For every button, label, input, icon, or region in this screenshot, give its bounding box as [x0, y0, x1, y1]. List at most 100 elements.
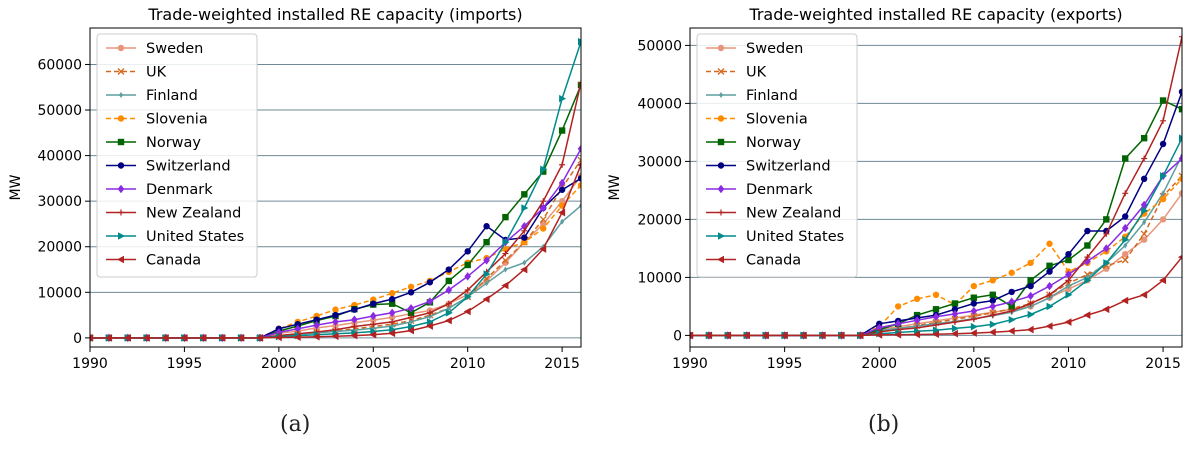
data-point — [1065, 277, 1072, 284]
data-point — [913, 316, 921, 325]
data-point — [969, 329, 977, 337]
data-point — [558, 197, 566, 205]
data-point — [521, 234, 528, 241]
data-point — [1008, 315, 1016, 324]
data-point — [313, 316, 320, 323]
data-point — [558, 127, 566, 134]
data-point — [856, 331, 864, 340]
legend-entry-sweden: Sweden — [106, 41, 203, 57]
data-point — [989, 302, 997, 311]
legend-entry-united-states: United States — [106, 229, 244, 245]
data-point — [951, 309, 959, 319]
data-point — [104, 334, 112, 342]
data-point — [369, 330, 377, 339]
data-point — [577, 182, 581, 189]
data-point — [1140, 230, 1148, 238]
data-point — [539, 203, 547, 213]
data-point — [1140, 291, 1148, 299]
legend-entry-denmark: Denmark — [706, 182, 813, 198]
data-point — [950, 329, 958, 338]
data-point — [426, 297, 434, 306]
x-tick-label: 1990 — [72, 356, 108, 372]
data-point — [332, 311, 339, 319]
data-point — [989, 320, 997, 329]
data-point — [483, 238, 490, 246]
data-point — [1179, 33, 1182, 40]
legend-marker — [117, 138, 125, 146]
data-point — [1027, 277, 1034, 284]
data-point — [742, 331, 750, 340]
data-point — [1142, 219, 1147, 226]
x-tick-label: 2000 — [261, 356, 297, 372]
data-point — [294, 324, 302, 333]
data-point — [1026, 325, 1034, 334]
data-point — [540, 225, 547, 232]
legend: Sweden UK Finland Slovenia Norway Switzerland… — [696, 33, 858, 278]
chart-panel-1: 1990 1995 2000 2005 2010 2015 0 10000 20000 30000… — [8, 5, 582, 372]
data-point — [913, 295, 921, 303]
data-point — [351, 323, 358, 330]
data-point — [1123, 242, 1128, 249]
legend-entry-uk: UK — [106, 65, 167, 81]
data-point — [389, 318, 396, 325]
data-point — [1065, 270, 1072, 279]
chart-title: Trade-weighted installed RE capacity (ex… — [748, 5, 1122, 24]
data-point — [1159, 216, 1167, 223]
y-tick-label: 10000 — [637, 270, 682, 286]
legend-label: Canada — [746, 253, 801, 269]
legend-entry-slovenia: Slovenia — [706, 112, 808, 128]
data-point — [274, 333, 282, 342]
data-point — [1102, 305, 1110, 314]
data-point — [501, 281, 509, 290]
legend-entry-new-zealand: New Zealand — [706, 206, 841, 222]
data-point — [1122, 213, 1129, 220]
data-point — [540, 165, 548, 174]
data-point — [970, 300, 978, 307]
data-point — [1046, 262, 1053, 269]
x-tick-label: 2010 — [450, 356, 486, 372]
data-point — [483, 270, 491, 278]
data-point — [464, 287, 471, 294]
data-point — [1103, 244, 1110, 253]
data-point — [522, 259, 527, 266]
data-point — [388, 308, 396, 318]
legend-marker — [718, 232, 725, 240]
legend-label: Sweden — [746, 41, 803, 57]
data-point — [483, 256, 490, 265]
legend-label: Norway — [146, 135, 201, 151]
data-point — [1046, 291, 1053, 298]
legend-label: United States — [746, 229, 844, 245]
data-point — [932, 312, 940, 322]
data-point — [161, 334, 169, 342]
x-tick-label: 2005 — [355, 356, 391, 372]
data-point — [1046, 240, 1053, 247]
data-point — [502, 213, 509, 221]
data-point — [521, 191, 528, 198]
data-point — [894, 330, 902, 339]
data-point — [1084, 276, 1092, 285]
data-point — [370, 300, 377, 307]
legend-entry-norway: Norway — [106, 135, 201, 151]
legend-label: New Zealand — [746, 206, 841, 222]
data-point — [1027, 291, 1034, 301]
y-tick-label: 30000 — [37, 194, 82, 210]
legend-marker — [117, 162, 125, 169]
data-point — [408, 314, 415, 321]
data-point — [1027, 300, 1034, 307]
data-point — [1140, 135, 1148, 142]
legend-entry-switzerland: Switzerland — [706, 159, 831, 175]
legend-label: Slovenia — [746, 112, 808, 128]
data-point — [1159, 276, 1167, 285]
data-point — [464, 248, 471, 255]
data-point — [875, 323, 883, 333]
data-point — [445, 266, 453, 273]
data-point — [1140, 236, 1148, 243]
data-point — [426, 309, 433, 316]
data-point — [409, 318, 414, 325]
data-point — [933, 326, 940, 334]
data-point — [237, 334, 245, 342]
y-tick-label: 50000 — [37, 103, 82, 119]
data-point — [577, 156, 581, 164]
data-point — [1103, 259, 1111, 267]
y-tick-label: 20000 — [637, 212, 682, 228]
